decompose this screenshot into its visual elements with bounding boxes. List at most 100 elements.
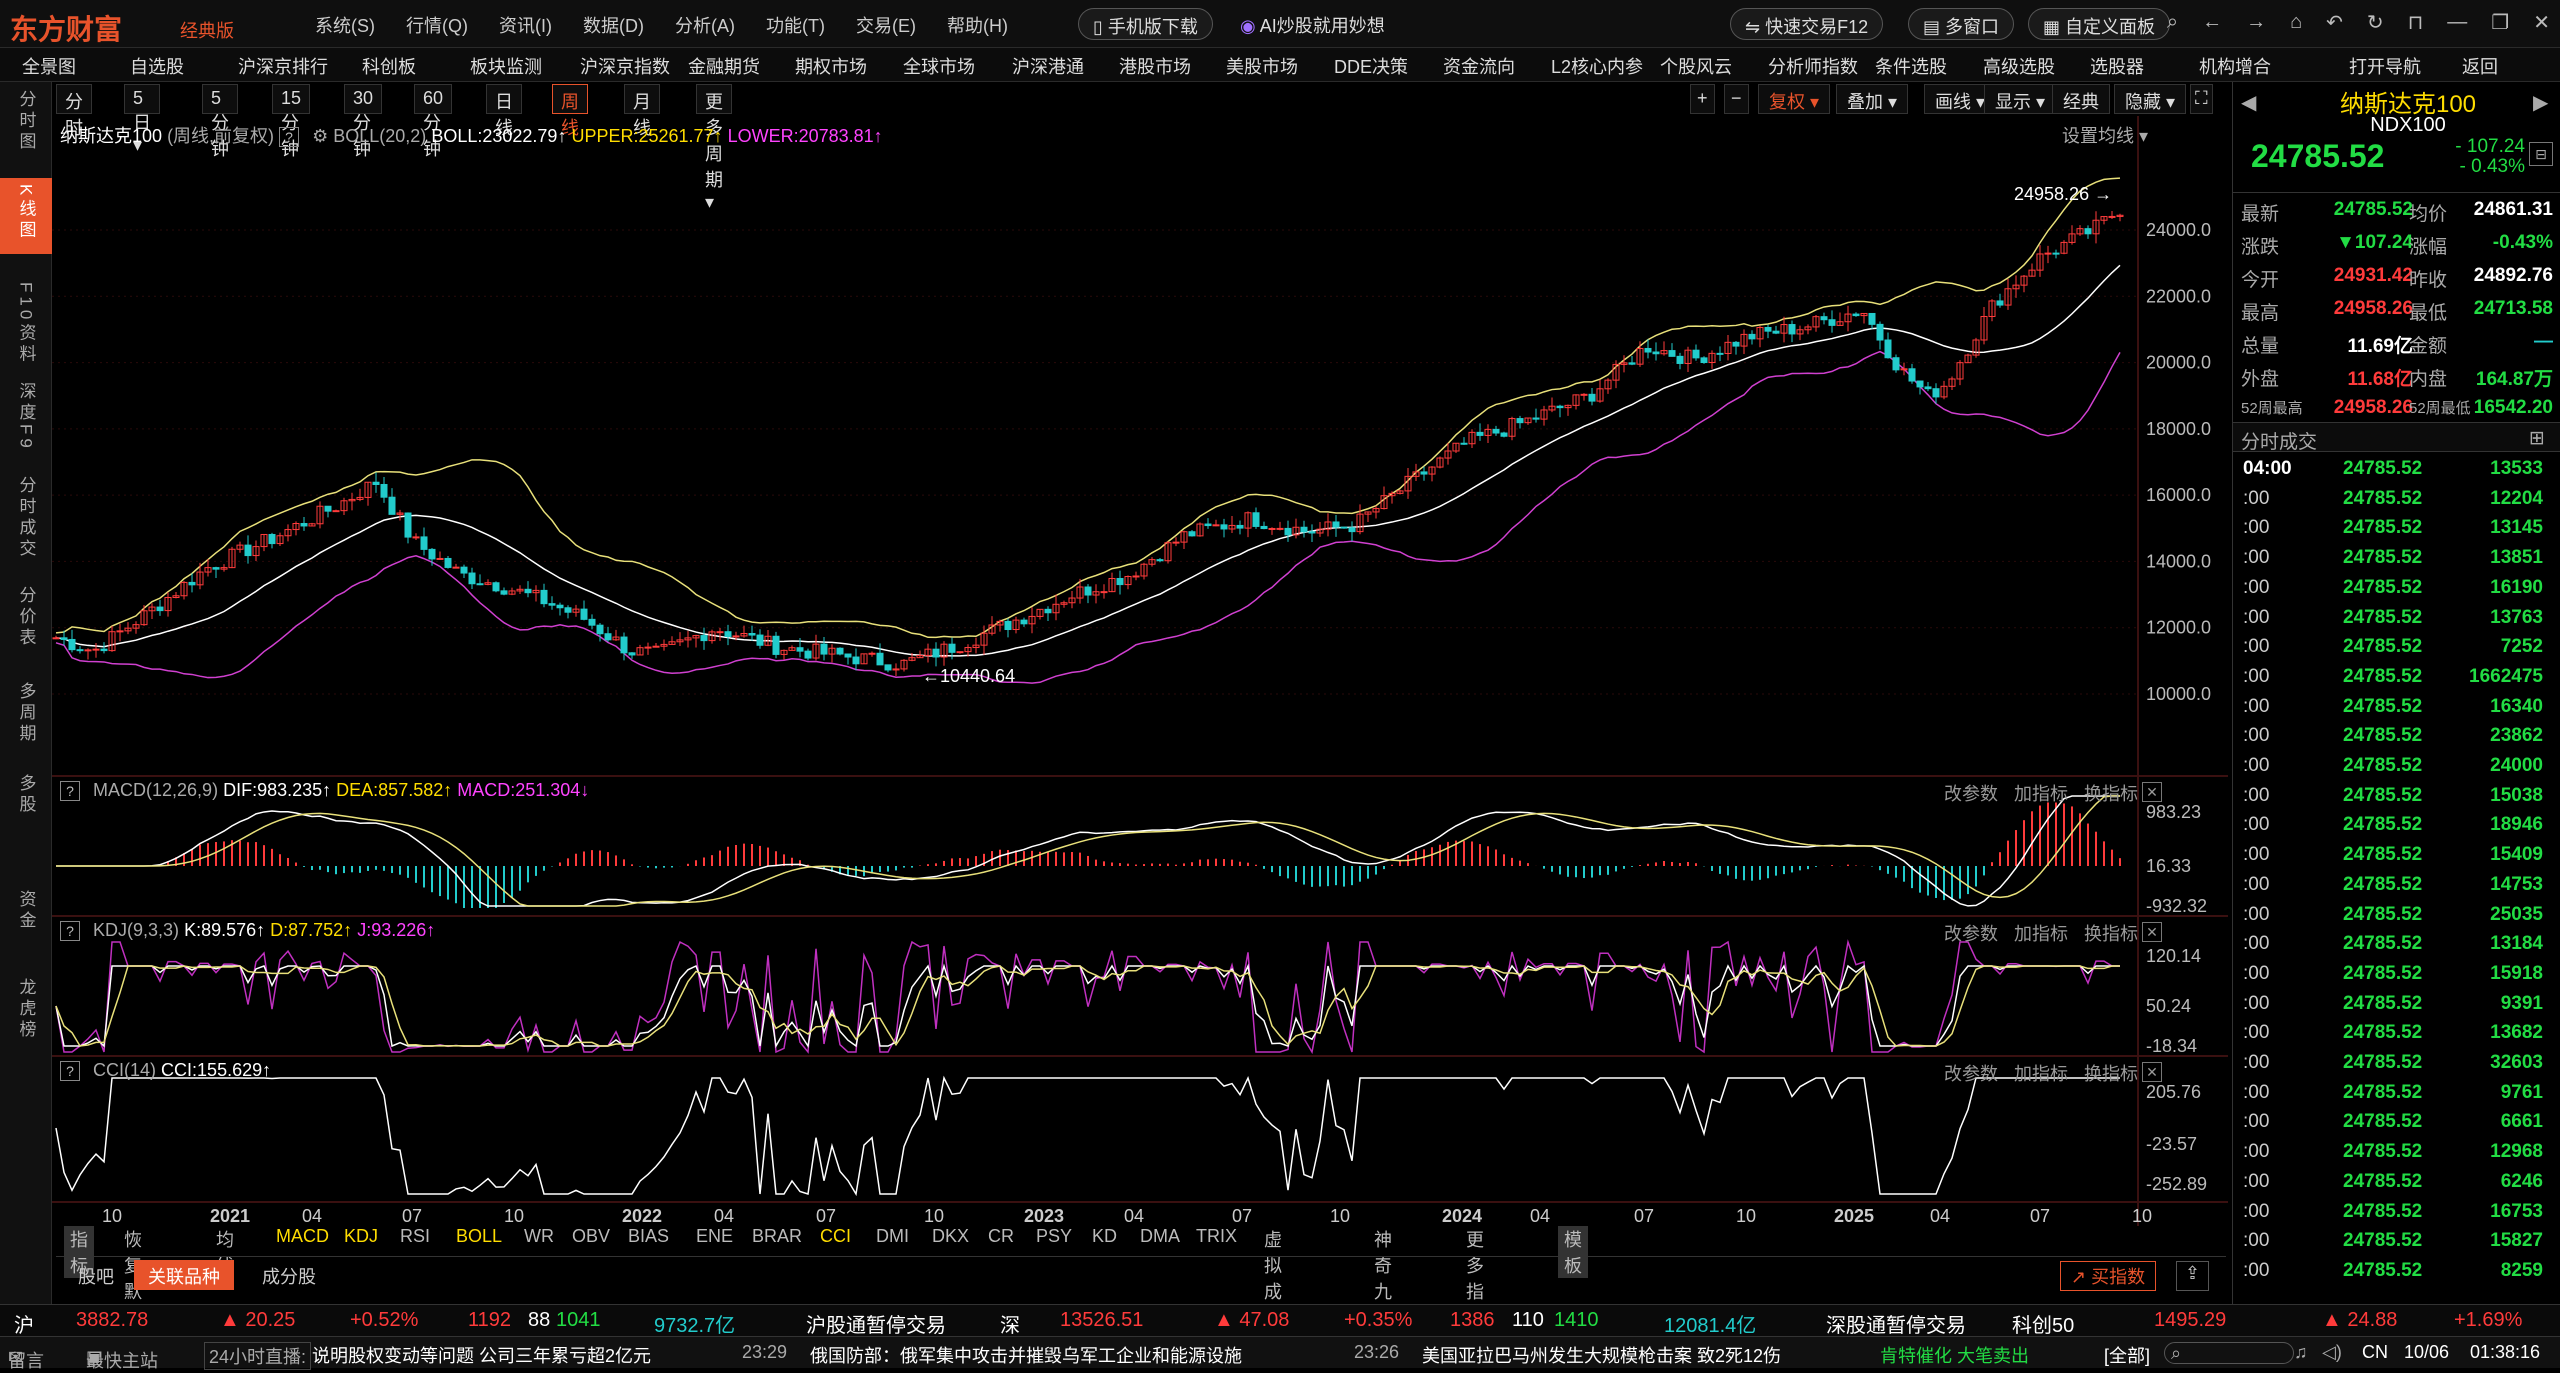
indicator-tab-18[interactable]: DMA — [1140, 1226, 1180, 1246]
nav-item-0[interactable]: 全景图 — [22, 57, 76, 77]
export-icon[interactable]: ⇪ — [2176, 1261, 2210, 1291]
menu-item-0[interactable]: 系统(S) — [315, 16, 375, 36]
indicator-tab-19[interactable]: TRIX — [1196, 1226, 1238, 1246]
nav-item-18[interactable]: 高级选股 — [1983, 57, 2055, 77]
chart-area[interactable]: 24000.0 22000.0 20000.0 18000.0 16000.0 14000… — [52, 116, 2228, 1226]
indicator-tab-8[interactable]: OBV — [572, 1226, 611, 1246]
indicator-tab-17[interactable]: KD — [1092, 1226, 1118, 1246]
toolbar-3[interactable]: 显示 ▾ — [1984, 84, 2057, 114]
period-6[interactable]: 日线 — [486, 84, 522, 138]
fullscreen-icon[interactable]: ⛶ — [2190, 84, 2213, 114]
left-tab-3[interactable]: 深度F9 — [16, 382, 36, 452]
period-1[interactable]: 5日 ▾ — [124, 84, 160, 155]
left-tab-4[interactable]: 分时成交 — [16, 476, 36, 560]
indicator-tab-6[interactable]: BOLL — [456, 1226, 503, 1246]
close-icon[interactable]: ✕ — [2142, 922, 2162, 942]
toolbar-5[interactable]: 隐藏 ▾ — [2114, 84, 2187, 114]
nav-item-22[interactable]: 返回 — [2462, 57, 2498, 77]
menu-item-7[interactable]: 帮助(H) — [946, 16, 1008, 36]
left-tab-0[interactable]: 分时图 — [16, 90, 36, 153]
period-2[interactable]: 5分钟 — [202, 84, 238, 159]
nav-item-7[interactable]: 期权市场 — [795, 57, 867, 77]
indicator-tab-5[interactable]: RSI — [400, 1226, 431, 1246]
left-tab-1[interactable]: K线图 — [0, 178, 52, 255]
next-stock-icon[interactable]: ▶ — [2533, 92, 2549, 114]
forward-icon[interactable]: → — [2246, 11, 2267, 33]
left-tab-5[interactable]: 分价表 — [16, 586, 36, 649]
indicator-tab-3[interactable]: MACD — [276, 1226, 329, 1246]
menu-item-5[interactable]: 功能(T) — [766, 16, 825, 36]
quick-trade-button[interactable]: ⇋ 快速交易F12 — [1730, 8, 1884, 40]
volume-icon[interactable]: ◁) — [2322, 1342, 2342, 1362]
nav-item-14[interactable]: L2核心内参 — [1551, 57, 1644, 77]
indicator-tab-11[interactable]: BRAR — [752, 1226, 803, 1246]
period-9[interactable]: 更多周期 ▾ — [696, 84, 732, 212]
indicator-tab-15[interactable]: CR — [988, 1226, 1014, 1246]
nav-item-3[interactable]: 科创板 — [362, 57, 416, 77]
kline-chart[interactable]: 24000.0 22000.0 20000.0 18000.0 16000.0 14000… — [52, 116, 2228, 1226]
nav-item-4[interactable]: 板块监测 — [470, 57, 542, 77]
nav-item-19[interactable]: 选股器 — [2090, 57, 2144, 77]
period-4[interactable]: 30分钟 — [344, 84, 383, 159]
tab-related[interactable]: 关联品种 — [134, 1260, 234, 1290]
prev-stock-icon[interactable]: ◀ — [2241, 92, 2257, 114]
indicator-tab-7[interactable]: WR — [524, 1226, 554, 1246]
custom-layout-button[interactable]: ▦ 自定义面板 — [2028, 8, 2171, 40]
nav-item-10[interactable]: 港股市场 — [1119, 57, 1191, 77]
indicator-tab-14[interactable]: DKX — [932, 1226, 970, 1246]
left-tab-2[interactable]: F10资料 — [16, 282, 36, 366]
nav-item-9[interactable]: 沪深港通 — [1012, 57, 1084, 77]
indicator-tab-16[interactable]: PSY — [1036, 1226, 1073, 1246]
restore-icon[interactable]: ❐ — [2491, 12, 2510, 34]
period-3[interactable]: 15分钟 — [272, 84, 311, 159]
left-tab-6[interactable]: 多周期 — [16, 682, 36, 745]
home-icon[interactable]: ⌂ — [2290, 11, 2303, 33]
nav-item-16[interactable]: 分析师指数 — [1768, 57, 1858, 77]
nav-item-21[interactable]: 打开导航 — [2349, 57, 2421, 77]
indicator-tab-23[interactable]: 模板 — [1558, 1226, 1588, 1278]
nav-item-13[interactable]: 资金流向 — [1443, 57, 1515, 77]
nav-item-5[interactable]: 沪深京指数 — [580, 57, 670, 77]
toolbar-1[interactable]: 叠加 ▾ — [1836, 84, 1909, 114]
left-tab-8[interactable]: 资金 — [16, 890, 36, 932]
refresh-icon[interactable]: ↻ — [2366, 12, 2384, 34]
toolbar-0[interactable]: 复权 ▾ — [1758, 84, 1831, 114]
tab-guba[interactable]: 股吧 — [78, 1267, 114, 1287]
help-icon[interactable]: ? — [279, 127, 300, 147]
close-icon[interactable]: ✕ — [2533, 12, 2550, 34]
nav-item-20[interactable]: 机构增合 — [2199, 57, 2271, 77]
expand-icon[interactable]: ⊟ — [2529, 142, 2553, 166]
menu-item-4[interactable]: 分析(A) — [675, 16, 735, 36]
close-icon[interactable]: ✕ — [2142, 1062, 2162, 1082]
period-8[interactable]: 月线 — [624, 84, 660, 138]
tab-components[interactable]: 成分股 — [262, 1267, 316, 1287]
back-icon[interactable]: ← — [2202, 11, 2223, 33]
period-5[interactable]: 60分钟 — [414, 84, 453, 159]
period-7[interactable]: 周线 — [552, 84, 588, 138]
nav-item-11[interactable]: 美股市场 — [1226, 57, 1298, 77]
zoom-out-button[interactable]: − — [1724, 84, 1749, 114]
ma-settings-button[interactable]: 设置均线 ▾ — [2061, 126, 2148, 146]
tick-settings-icon[interactable]: ⊞ — [2529, 428, 2545, 449]
menu-item-6[interactable]: 交易(E) — [855, 16, 916, 36]
toolbar-4[interactable]: 经典 — [2052, 84, 2110, 114]
nav-item-2[interactable]: 沪深京排行 — [238, 57, 328, 77]
ai-promo-button[interactable]: ◉ AI炒股就用妙想 — [1240, 16, 1385, 36]
period-0[interactable]: 分时 — [56, 84, 92, 138]
indicator-tab-13[interactable]: DMI — [876, 1226, 909, 1246]
minimize-icon[interactable]: — — [2447, 11, 2468, 33]
indicator-tab-12[interactable]: CCI — [820, 1226, 851, 1246]
search-input[interactable]: ⌕ — [2164, 1342, 2294, 1364]
multi-window-button[interactable]: ▤ 多窗口 — [1908, 8, 2015, 40]
nav-item-8[interactable]: 全球市场 — [903, 57, 975, 77]
gear-icon[interactable]: ⚙ — [312, 126, 329, 146]
bell-icon[interactable]: ♫ — [2294, 1342, 2308, 1362]
lock-icon[interactable]: ⊓ — [2407, 12, 2424, 34]
help-icon[interactable]: ? — [60, 781, 80, 801]
nav-item-12[interactable]: DDE决策 — [1334, 57, 1409, 77]
menu-item-2[interactable]: 资讯(I) — [499, 16, 552, 36]
close-icon[interactable]: ✕ — [2142, 782, 2162, 802]
search-icon[interactable]: ⌕ — [2166, 11, 2179, 33]
help-icon[interactable]: ? — [60, 921, 80, 941]
indicator-tab-0[interactable]: 指标 — [64, 1226, 94, 1278]
